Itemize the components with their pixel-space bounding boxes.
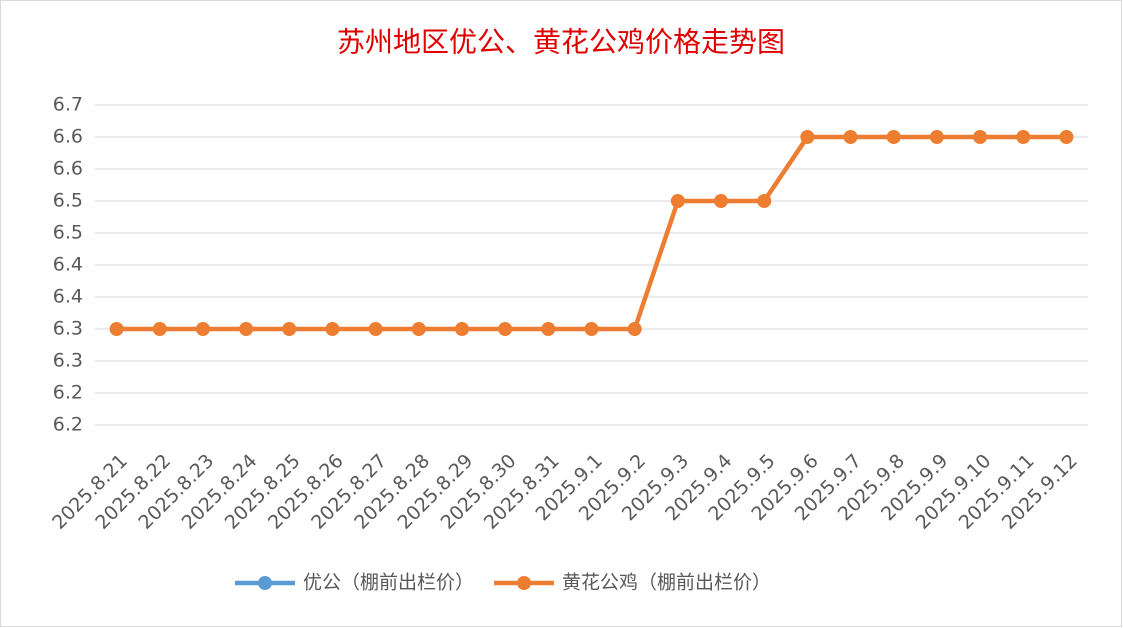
y-tick-label: 6.4	[53, 286, 83, 308]
y-tick-label: 6.6	[53, 126, 83, 148]
series-marker	[152, 322, 167, 336]
series-marker	[929, 130, 944, 144]
legend-label: 优公（棚前出栏价）	[303, 572, 474, 594]
series-marker	[757, 194, 772, 208]
legend-marker	[258, 576, 272, 590]
series-marker	[195, 322, 210, 336]
y-tick-label: 6.5	[53, 222, 83, 244]
y-tick-label: 6.6	[53, 158, 83, 180]
series-marker	[1016, 130, 1031, 144]
series-marker	[714, 194, 729, 208]
series-marker	[800, 130, 815, 144]
series-marker	[886, 130, 901, 144]
series-marker	[541, 322, 556, 336]
series-marker	[670, 194, 685, 208]
series-marker	[368, 322, 383, 336]
y-tick-label: 6.2	[53, 414, 83, 436]
series-marker	[843, 130, 858, 144]
y-tick-label: 6.5	[53, 190, 83, 212]
legend-marker	[517, 576, 532, 590]
series-marker	[973, 130, 988, 144]
series-marker	[584, 322, 599, 336]
chart-title: 苏州地区优公、黄花公鸡价格走势图	[337, 26, 785, 59]
series-marker	[325, 322, 340, 336]
series-marker	[627, 322, 642, 336]
series-marker	[454, 322, 469, 336]
series-marker	[109, 322, 124, 336]
series-marker	[239, 322, 254, 336]
y-tick-label: 6.4	[53, 254, 83, 276]
series-marker	[498, 322, 513, 336]
series-marker	[411, 322, 426, 336]
series-marker	[1059, 130, 1074, 144]
y-tick-label: 6.2	[53, 382, 83, 404]
y-tick-label: 6.7	[53, 94, 83, 116]
series-marker	[282, 322, 297, 336]
y-tick-label: 6.3	[53, 318, 83, 340]
legend-label: 黄花公鸡（棚前出栏价）	[562, 572, 771, 594]
y-tick-label: 6.3	[53, 350, 83, 372]
